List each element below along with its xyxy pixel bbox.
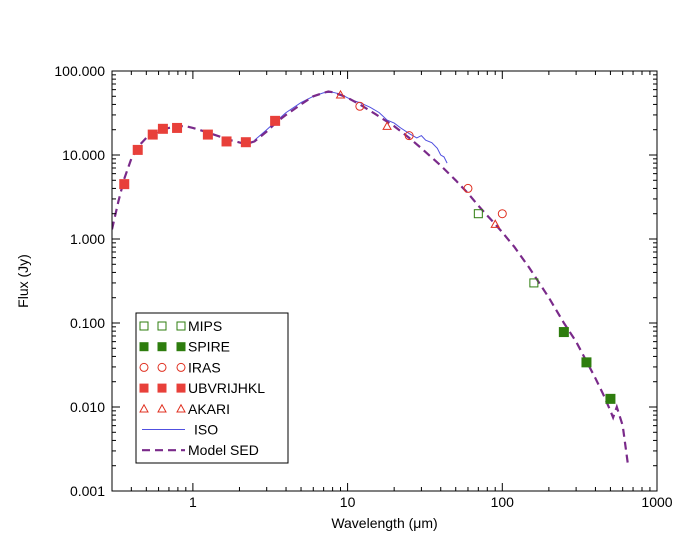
x-tick-label: 100 [491,494,515,510]
legend-swatch-spire [176,342,186,352]
data-point-ubvrijhkl [202,129,213,140]
data-point-ubvrijhkl [240,137,251,148]
data-point-iras [497,209,507,219]
data-point-akari [382,121,392,130]
plot-frame [111,70,658,492]
axis-layer: 1 10 100 1000 0.001 0.010 0.100 1.000 10.000 100.… [54,63,672,510]
data-point-mips [473,209,483,219]
legend-label-spire: SPIRE [188,339,230,355]
data-point-iras [404,131,414,141]
plot-area [112,89,630,466]
legend: MIPS SPIRE IRAS UBVRIJHKL AKARI ISO Model SED [135,312,289,464]
data-point-ubvrijhkl [132,144,143,155]
legend-swatch-spire [139,342,149,352]
data-point-ubvrijhkl [157,123,168,134]
data-point-spire [605,393,616,404]
data-point-mips [529,278,539,288]
legend-label-ubvrijhkl: UBVRIJHKL [188,380,265,396]
data-point-ubvrijhkl [172,122,183,133]
data-point-iras [355,101,365,111]
y-tick-label: 1.000 [70,231,105,247]
legend-swatch-ubvrijhkl [176,383,186,393]
x-tick-label: 1 [189,494,197,510]
legend-label-model-sed: Model SED [188,442,259,458]
data-point-ubvrijhkl [270,115,281,126]
legend-swatch-iras [139,362,149,372]
data-point-spire [581,357,592,368]
legend-swatch-mips [157,321,167,331]
legend-label-iras: IRAS [188,359,221,375]
y-tick-label: 10.000 [62,147,105,163]
legend-swatch-iras [157,362,167,372]
legend-swatch-akari [157,403,167,413]
legend-swatch-ubvrijhkl [157,383,167,393]
legend-label-akari: AKARI [188,401,230,417]
y-tick-label: 100.000 [54,63,105,79]
legend-swatch-mips [176,321,186,331]
x-tick-label: 10 [340,494,356,510]
y-tick-label: 0.001 [70,483,105,499]
data-point-ubvrijhkl [147,129,158,140]
legend-swatch-ubvrijhkl [139,383,149,393]
data-point-ubvrijhkl [119,179,130,190]
y-tick-label: 0.010 [70,399,105,415]
plot-layer [112,89,630,466]
x-tick-label: 1000 [641,494,672,510]
legend-box [135,312,289,464]
y-tick-label: 0.100 [70,315,105,331]
legend-label-mips: MIPS [188,318,222,334]
legend-swatch-mips [139,321,149,331]
x-axis-label: Wavelength (μm) [331,515,437,531]
legend-swatch-spire [157,342,167,352]
data-point-akari [335,89,346,99]
data-point-spire [558,327,569,338]
legend-label-iso: ISO [194,422,218,438]
data-point-ubvrijhkl [221,136,232,147]
legend-swatch-akari [176,403,186,413]
series-iso-line [254,91,448,164]
legend-swatch-akari [139,403,149,413]
y-axis-label: Flux (Jy) [15,254,31,308]
data-point-iras [463,183,473,193]
legend-swatch-iras [176,362,186,372]
data-point-akari [490,219,501,228]
